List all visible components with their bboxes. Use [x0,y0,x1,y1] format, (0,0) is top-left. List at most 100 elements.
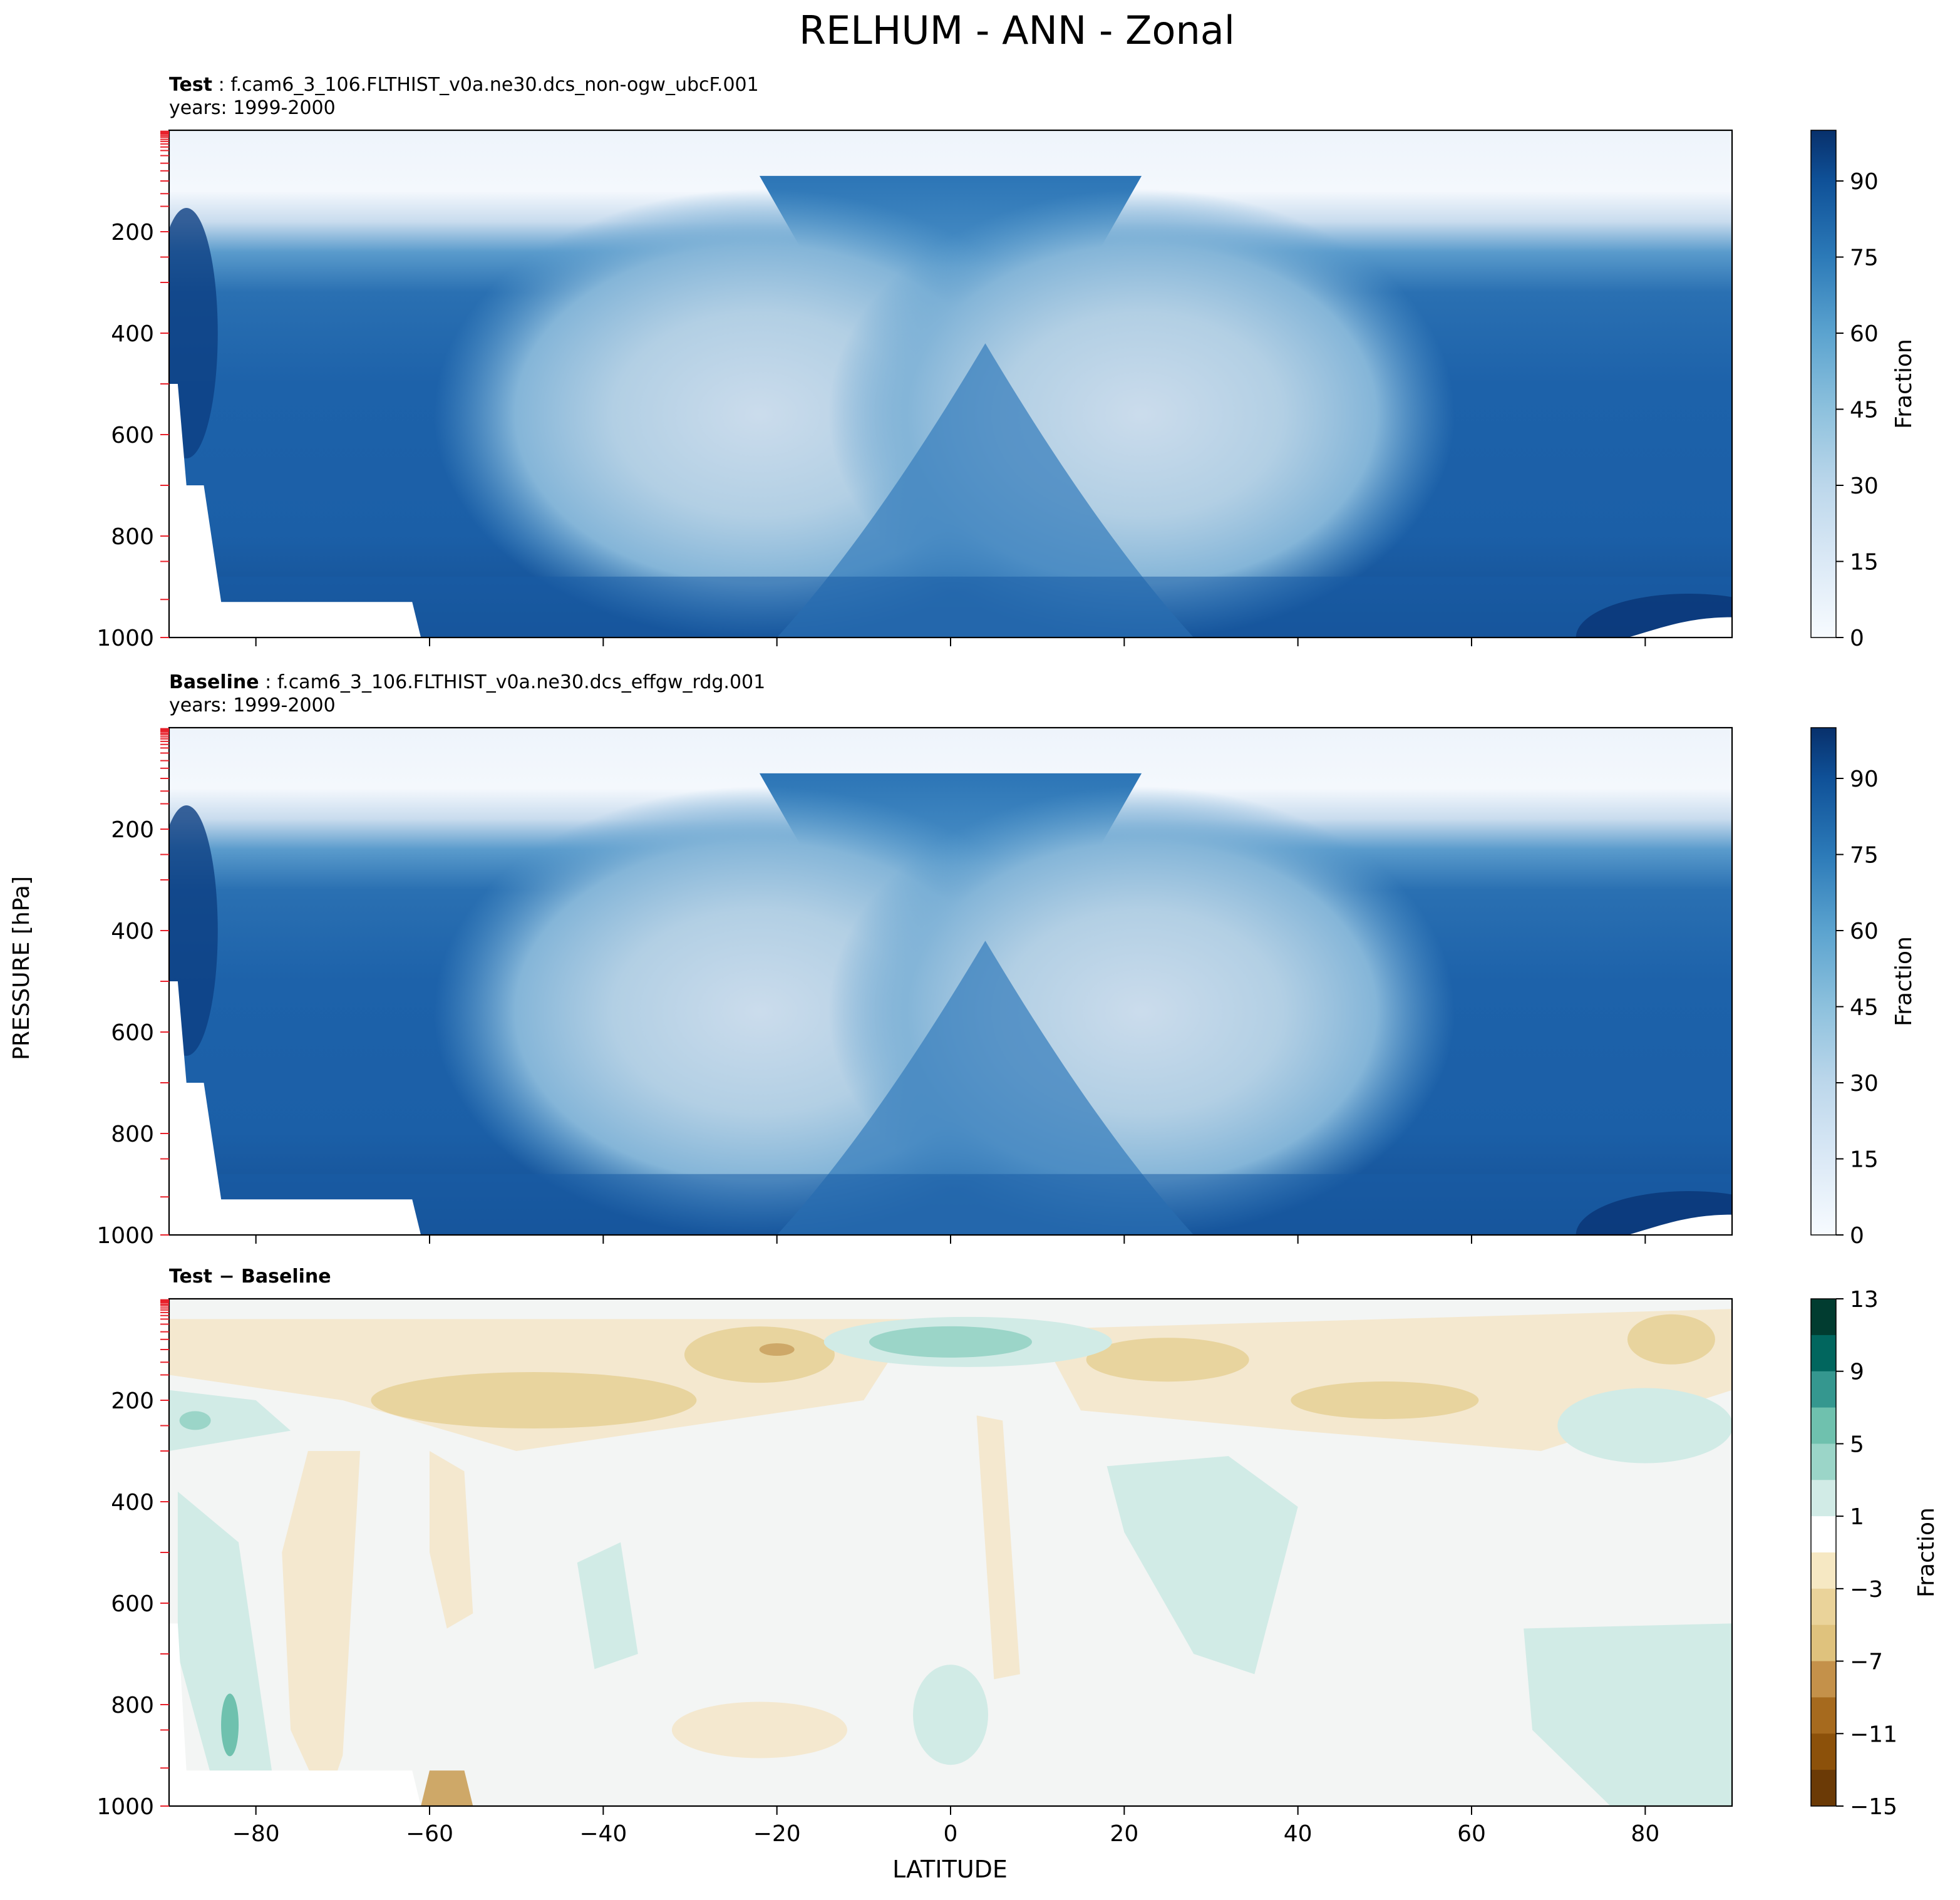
x-tick-label: 0 [944,1821,958,1847]
colorbar-fill [1811,130,1836,638]
y-tick-label: 1000 [96,626,154,651]
topography-mask-arctic [1627,617,1732,638]
colorbar-label: Fraction [1891,339,1917,429]
x-tick-label: −40 [579,1821,627,1847]
colorbar-tick-label: 13 [1850,1287,1879,1313]
colorbar-band [1811,1552,1836,1589]
colorbar-band [1811,1661,1836,1698]
contour-boundary-layer [169,576,1732,638]
colorbar-tick-label: −15 [1850,1794,1897,1820]
y-tick-label: 200 [111,220,154,245]
topography-mask-antarctica [169,384,421,638]
colorbar-band [1811,1733,1836,1770]
panel-title: Baseline : f.cam6_3_106.FLTHIST_v0a.ne30… [169,671,765,693]
colorbar-tick-label: 30 [1850,473,1879,499]
topography-mask-arctic [1627,1214,1732,1235]
topography-mask-antarctica [169,981,421,1235]
y-tick-label: 600 [111,1591,154,1617]
contour-pos-south-subtropics [577,1542,638,1670]
x-tick-label: 80 [1631,1821,1659,1847]
colorbar-tick-label: 75 [1850,843,1879,869]
y-tick-label: 200 [111,817,154,843]
contour-neg-north-core2 [1291,1381,1479,1419]
x-tick-label: 60 [1457,1821,1486,1847]
x-axis-label: LATITUDE [892,1856,1008,1883]
colorbar-frame [1810,1298,1837,1807]
colorbar-frame [1810,130,1837,638]
contour-pos-north-subtropics [1106,1456,1298,1675]
colorbar-tick-label: 15 [1850,550,1879,576]
colorbar-band [1811,1371,1836,1408]
colorbar-difference: 13 9 5 1 −3 −7 −11 −15 Fraction [1810,1287,1939,1820]
contour-pos-arctic-lower [1524,1623,1732,1806]
colorbar-tick-label: 45 [1850,398,1879,423]
y-tick-label: 400 [111,321,154,347]
contour-pos-equatorial-lower [913,1665,988,1765]
topography-mask-antarctica [169,1623,421,1806]
contour-pos-south-polar-core [179,1411,211,1430]
y-tick-label: 400 [111,919,154,944]
contour-polar-south [169,805,218,1056]
contour-polar-south [169,208,218,458]
colorbar-band [1811,1516,1836,1553]
colorbar-tick-label: 15 [1850,1147,1879,1173]
colorbar-band [1811,1697,1836,1734]
x-tick-label: 40 [1284,1821,1313,1847]
x-tick-label: 20 [1110,1821,1138,1847]
colorbar-tick-label: −3 [1850,1577,1883,1603]
contour-neg-north-core [1086,1338,1249,1382]
panel-years: years: 1999-2000 [169,694,336,716]
contour-neg-surface [421,1770,473,1806]
y-tick-label: 1000 [96,1794,154,1820]
y-tick-label: 600 [111,423,154,448]
colorbar-tick-label: 60 [1850,321,1879,347]
colorbar-tick-label: −7 [1850,1650,1883,1675]
panel-title: Test − Baseline [169,1266,331,1288]
contour-neg-equatorial-column [976,1415,1020,1680]
panel-years: years: 1999-2000 [169,97,336,119]
colorbar-baseline: 0 15 30 45 60 75 90 Fraction [1810,727,1917,1249]
contour-pos-antarctic-core [221,1693,239,1757]
panel-title-bold: Baseline [169,671,259,693]
colorbar-label: Fraction [1914,1507,1939,1598]
colorbar-band [1811,1407,1836,1444]
y-tick-label: 800 [111,524,154,550]
contour-neg-south-lower [671,1701,847,1758]
colorbar-tick-label: 1 [1850,1504,1864,1530]
colorbar-label: Fraction [1891,936,1917,1026]
colorbar-tick-label: 45 [1850,995,1879,1021]
contour-neg-midlat-column [430,1451,473,1629]
colorbar-band [1811,1480,1836,1517]
y-axis-label: PRESSURE [hPa] [9,876,34,1060]
colorbar-tick-label: 0 [1850,626,1864,651]
colorbar-band [1811,1770,1836,1807]
colorbar-fill [1811,728,1836,1235]
panel-baseline: Baseline : f.cam6_3_106.FLTHIST_v0a.ne30… [96,671,1917,1249]
plot-area-difference [169,1299,1732,1806]
colorbar-tick-label: 9 [1850,1360,1864,1385]
y-tick-label: 400 [111,1490,154,1515]
colorbar-tick-label: 5 [1850,1432,1864,1457]
figure-title: RELHUM - ANN - Zonal [799,8,1235,53]
contour-pos-arctic-upper [1557,1388,1732,1464]
contour-neg-south-core2 [684,1326,835,1383]
contour-neg-south-column [282,1451,361,1806]
x-tick-label: −80 [232,1821,280,1847]
x-tick-label: −20 [753,1821,801,1847]
colorbar-tick-label: −11 [1850,1722,1897,1747]
contour-pos-antarctic-column [177,1491,274,1781]
plot-area-test [169,130,1732,638]
panel-title-case: : f.cam6_3_106.FLTHIST_v0a.ne30.dcs_effg… [259,671,766,693]
colorbar-tick-label: 90 [1850,169,1879,195]
colorbar-band [1811,1299,1836,1336]
contour-neg-south-max [759,1343,795,1356]
panel-title: Test : f.cam6_3_106.FLTHIST_v0a.ne30.dcs… [169,74,759,96]
panel-title-case: : f.cam6_3_106.FLTHIST_v0a.ne30.dcs_non-… [212,74,759,96]
colorbar-tick-label: 0 [1850,1223,1864,1249]
colorbar-tick-label: 30 [1850,1071,1879,1097]
y-tick-label: 600 [111,1020,154,1046]
contour-equatorial-column [776,941,1194,1235]
contour-pos-tropical-core [869,1326,1032,1358]
panel-title-bold: Test [169,74,212,96]
